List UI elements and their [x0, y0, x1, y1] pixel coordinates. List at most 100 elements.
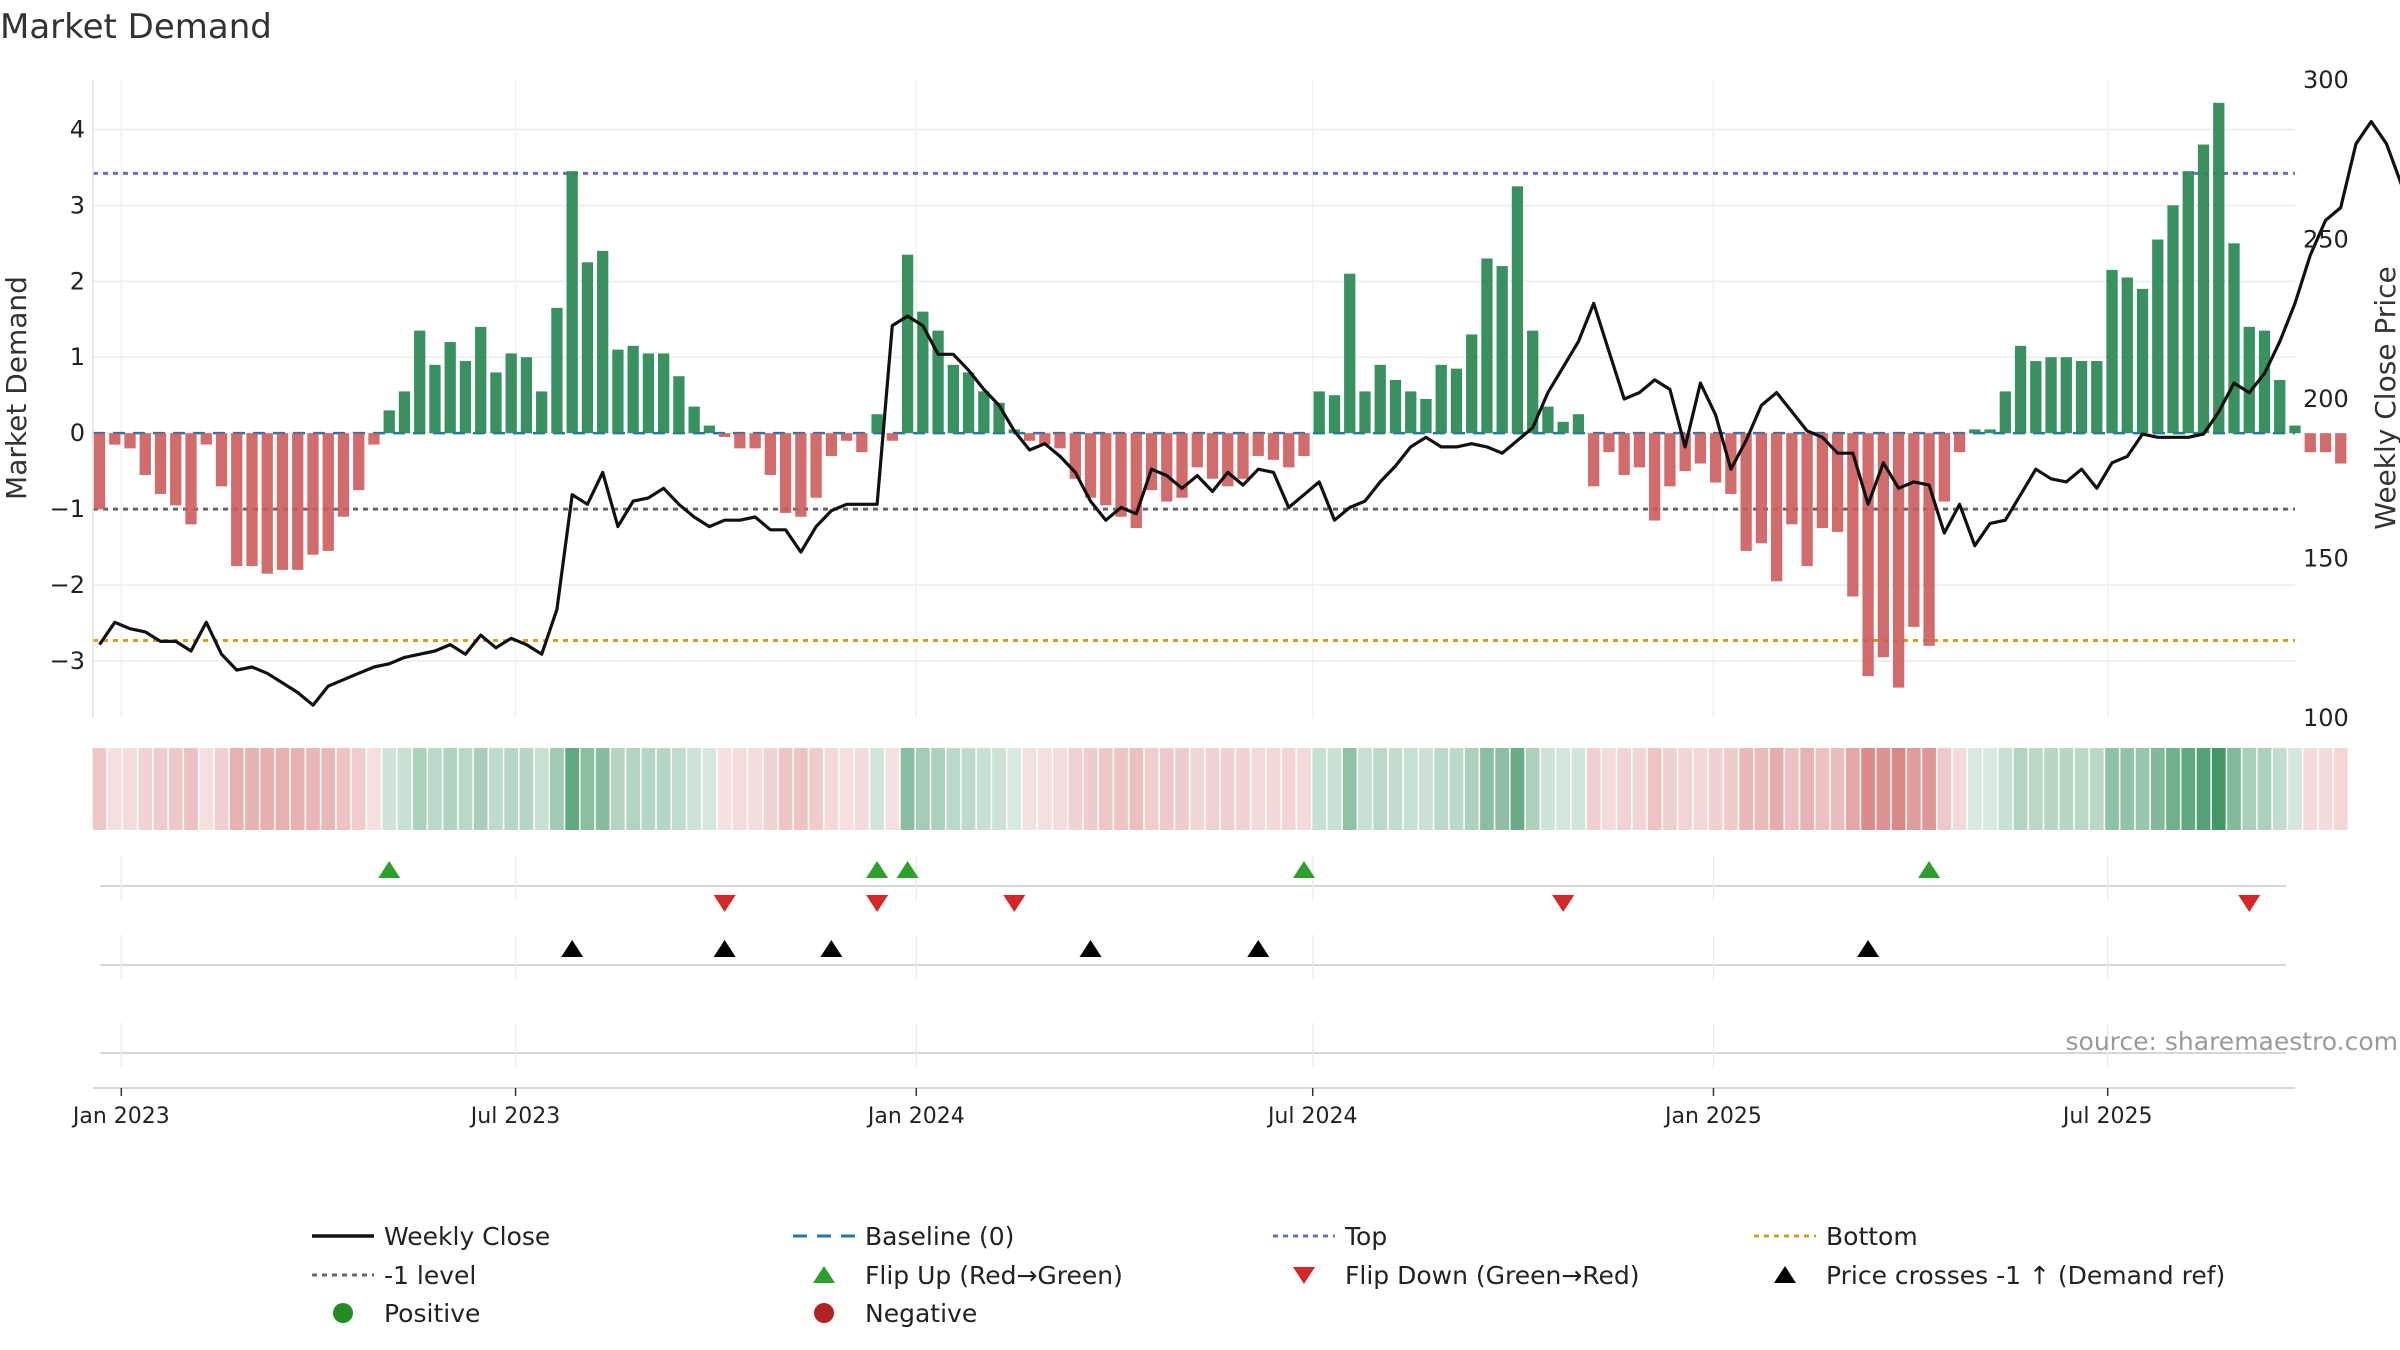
date-tick-label: Jan 2025	[1663, 1104, 1762, 1129]
heat-cell	[1998, 748, 2013, 830]
heat-cell	[1541, 748, 1555, 830]
heat-cell	[1297, 748, 1311, 830]
demand-bar	[1389, 380, 1402, 434]
demand-bar	[734, 433, 746, 449]
demand-bar	[414, 330, 426, 434]
flip-up-marker	[866, 861, 889, 878]
heat-cell	[1327, 748, 1342, 830]
heat-cell	[1373, 748, 1388, 830]
heat-cell	[1007, 748, 1022, 830]
y2-tick-label: 100	[2303, 704, 2349, 732]
heat-cell	[245, 748, 259, 830]
demand-bar	[673, 376, 685, 434]
demand-bar	[353, 433, 365, 491]
heat-cell	[1952, 748, 1967, 830]
heat-cell	[1556, 748, 1571, 830]
heat-cell	[1464, 748, 1479, 830]
heat-cell	[397, 748, 412, 830]
heat-cell	[550, 748, 564, 830]
legend-item: Flip Down (Green→Red)	[1293, 1261, 1640, 1290]
heat-cell	[611, 748, 625, 830]
heat-cell	[336, 748, 351, 830]
flip-up-marker	[896, 861, 919, 878]
demand-bar	[1755, 433, 1768, 544]
demand-bar	[1740, 433, 1752, 551]
heat-cell	[1785, 748, 1799, 830]
demand-bar	[1298, 433, 1310, 456]
y-axis-label: Market Demand	[0, 276, 33, 500]
heat-cell	[1495, 748, 1510, 830]
demand-bar	[947, 364, 959, 434]
demand-bar	[1023, 433, 1036, 441]
heat-cell	[2227, 748, 2241, 830]
demand-bar	[1115, 433, 1127, 517]
demand-bar	[1496, 266, 1508, 434]
legend-label: Flip Down (Green→Red)	[1345, 1261, 1640, 1290]
legend-swatch-triangle-up	[1774, 1266, 1796, 1283]
demand-bar	[1618, 433, 1630, 475]
legend-label: Negative	[865, 1299, 977, 1328]
y2-tick-label: 150	[2303, 545, 2349, 573]
heat-cell	[290, 748, 305, 830]
demand-bar	[932, 330, 944, 434]
heat-cell	[687, 748, 702, 830]
demand-bar	[322, 433, 334, 551]
demand-bar	[597, 250, 609, 434]
demand-bar	[1100, 433, 1112, 506]
demand-bar	[886, 433, 898, 441]
heat-cell	[1922, 748, 1936, 830]
heat-cell	[1571, 748, 1586, 830]
demand-bar	[2060, 357, 2072, 434]
heat-cell	[1510, 748, 1525, 830]
demand-bar	[2304, 433, 2316, 453]
heat-cell	[626, 748, 641, 830]
demand-bar	[398, 391, 411, 434]
demand-bar	[2091, 361, 2103, 434]
empty-signal-row	[100, 1023, 2286, 1067]
heat-cell	[824, 748, 839, 830]
heat-cell	[2288, 748, 2302, 830]
heat-cell	[1220, 748, 1235, 830]
y-tick-label: −2	[50, 571, 85, 599]
heat-cell	[1022, 748, 1037, 830]
heat-cell	[2257, 748, 2272, 830]
demand-bar	[1923, 433, 1935, 646]
y-tick-label: 1	[70, 343, 85, 371]
heat-cell	[519, 748, 534, 830]
demand-bar	[1405, 391, 1417, 434]
demand-bar	[1435, 364, 1447, 434]
heat-cell	[854, 748, 869, 830]
demand-bar	[231, 433, 243, 567]
heat-cell	[351, 748, 366, 830]
demand-bar	[840, 433, 853, 441]
heat-cell	[1617, 748, 1632, 830]
heat-cell	[443, 748, 458, 830]
date-tick-label: Jan 2024	[866, 1104, 965, 1129]
demand-bar	[1084, 433, 1097, 498]
demand-bar	[536, 391, 548, 434]
demand-bar	[962, 372, 975, 434]
legend-swatch-circle	[814, 1303, 834, 1323]
price-cross-marker	[1079, 940, 1102, 957]
flip-down-marker	[2238, 895, 2261, 912]
flip-down-marker	[866, 895, 889, 912]
demand-bar	[1191, 433, 1203, 468]
demand-bar	[1359, 391, 1371, 434]
heat-cell	[1525, 748, 1540, 830]
heat-cell	[1342, 748, 1357, 830]
demand-bar	[368, 433, 380, 445]
y-tick-label: −3	[50, 647, 85, 675]
heat-cell	[1144, 748, 1159, 830]
demand-bar	[2030, 361, 2042, 434]
heat-cell	[2333, 748, 2348, 830]
demand-bar	[993, 402, 1005, 434]
demand-bar	[1542, 406, 1554, 434]
heat-cell	[839, 748, 854, 830]
demand-bar	[2182, 171, 2194, 434]
left-y-axis: −3 −2 −1 0 1 2 3 4	[50, 80, 94, 718]
demand-bar	[215, 433, 228, 487]
demand-bar	[1039, 433, 1051, 445]
heat-cell	[1175, 748, 1189, 830]
heat-cell	[1739, 748, 1753, 830]
demand-bar	[246, 433, 258, 567]
